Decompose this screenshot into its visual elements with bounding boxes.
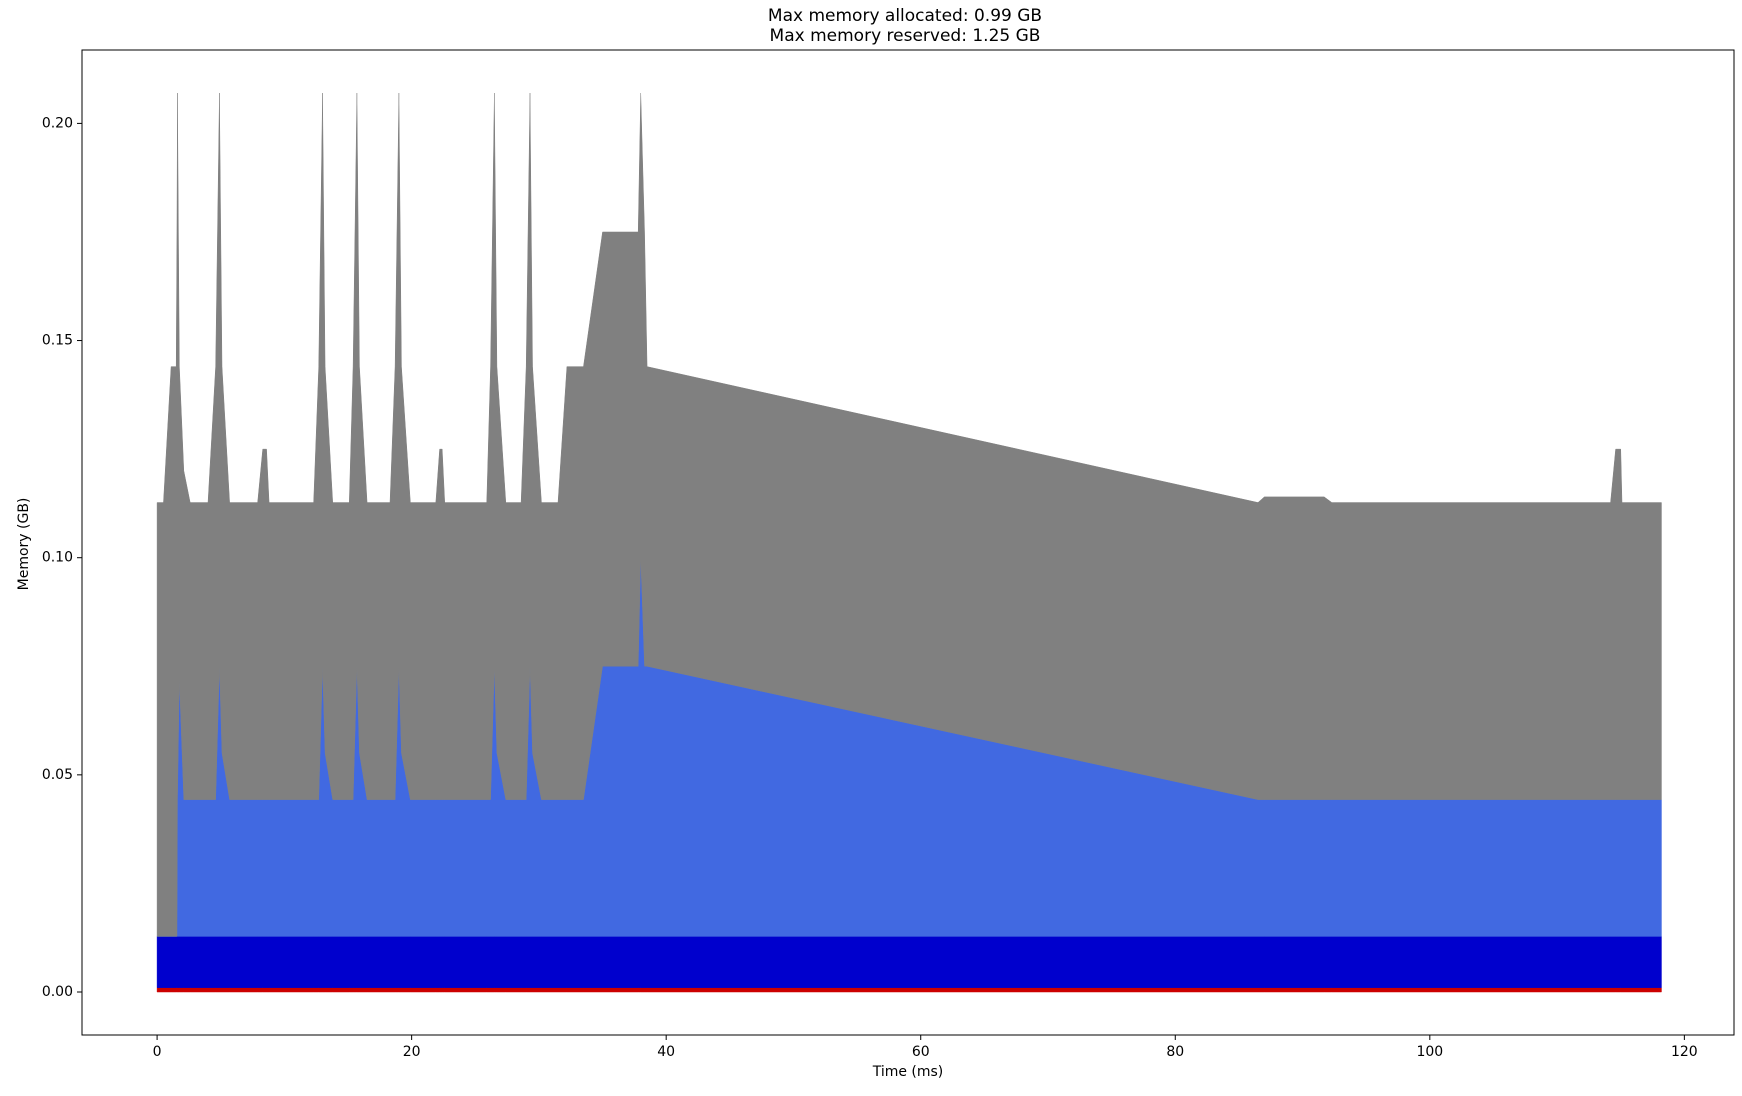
x-tick-label: 80 bbox=[1166, 1044, 1184, 1060]
x-tick-label: 40 bbox=[657, 1044, 675, 1060]
y-tick-label: 0.15 bbox=[42, 333, 73, 349]
plot-areas bbox=[156, 92, 1662, 993]
y-tick-label: 0.20 bbox=[42, 115, 73, 131]
plot-frame bbox=[81, 49, 1735, 1036]
y-axis-label: Memory (GB) bbox=[16, 498, 32, 591]
x-tick-label: 100 bbox=[1416, 1044, 1443, 1060]
x-tick-label: 120 bbox=[1671, 1044, 1698, 1060]
x-tick-label: 60 bbox=[912, 1044, 930, 1060]
memory-area bbox=[156, 92, 1662, 937]
y-tick-label: 0.10 bbox=[42, 550, 73, 566]
x-axis-label: Time (ms) bbox=[872, 1064, 944, 1080]
chart-title: Max memory allocated: 0.99 GB bbox=[768, 6, 1042, 26]
x-tick-label: 20 bbox=[403, 1044, 421, 1060]
y-tick-label: 0.00 bbox=[42, 984, 73, 1000]
chart-subtitle: Max memory reserved: 1.25 GB bbox=[770, 26, 1041, 46]
memory-area bbox=[156, 987, 1662, 993]
memory-area bbox=[156, 936, 1662, 988]
x-tick-label: 0 bbox=[153, 1044, 162, 1060]
y-tick-label: 0.05 bbox=[42, 767, 73, 783]
